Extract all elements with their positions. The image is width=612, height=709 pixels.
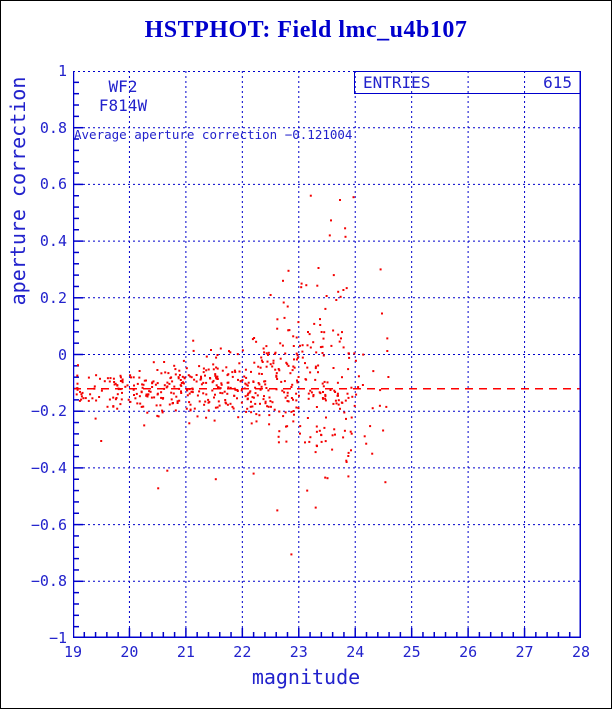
x-tick-label: 24 (346, 643, 365, 661)
entries-label: ENTRIES (363, 73, 431, 92)
x-tick-label: 20 (120, 643, 139, 661)
y-tick-label: 0.6 (39, 175, 67, 194)
x-tick-label: 25 (402, 643, 421, 661)
y-tick-label: 1 (57, 62, 67, 80)
y-tick-label: −0.4 (30, 458, 67, 477)
filter-label: F814W (98, 96, 148, 115)
average-correction-annotation: Average aperture correction −0.121004 (74, 127, 353, 142)
x-tick-label: 28 (571, 643, 591, 661)
x-tick-label: 21 (176, 643, 195, 661)
page-title: HSTPHOT: Field lmc_u4b107 (144, 17, 468, 43)
y-tick-label: 0.2 (39, 288, 67, 307)
y-tick-label: −0.6 (30, 515, 67, 534)
y-tick-label: 0.4 (39, 232, 67, 251)
y-tick-label: 0.8 (39, 118, 67, 137)
x-tick-label: 19 (63, 643, 83, 661)
y-tick-label: −0.8 (30, 572, 67, 591)
x-axis-title: magnitude (251, 665, 361, 689)
y-tick-label: −0.2 (30, 402, 67, 421)
x-tick-label: 26 (459, 643, 478, 661)
x-tick-label: 23 (289, 643, 308, 661)
entries-value: 615 (543, 73, 572, 92)
x-tick-label: 22 (233, 643, 252, 661)
x-tick-label: 27 (515, 643, 534, 661)
y-tick-label: 0 (57, 345, 67, 364)
y-tick-label: −1 (48, 629, 67, 647)
plot-area: ENTRIES 615 WF2 F814W Average aperture c… (73, 71, 581, 638)
camera-filter-labels: WF2 F814W (91, 77, 155, 115)
scatter-plot-canvas (73, 71, 581, 638)
entries-box: ENTRIES 615 (354, 71, 581, 94)
camera-label: WF2 (108, 77, 138, 96)
